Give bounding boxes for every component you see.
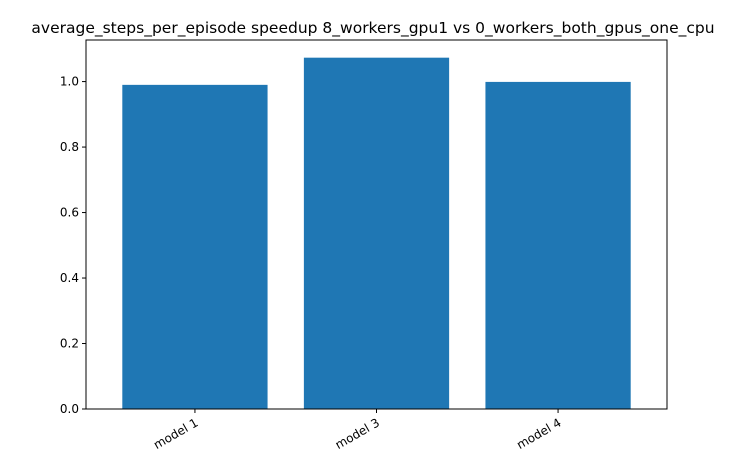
x-tick-label: model 1 — [151, 415, 200, 452]
x-tick-label: model 3 — [333, 415, 382, 452]
bar-model-3 — [303, 57, 450, 410]
y-tick-label: 0.6 — [60, 206, 79, 220]
bars-layer — [122, 57, 631, 410]
chart-title: average_steps_per_episode speedup 8_work… — [31, 19, 714, 38]
y-tick-label: 1.0 — [60, 75, 79, 89]
y-axis: 0.0 0.2 0.4 0.6 0.8 1.0 — [60, 75, 86, 416]
y-tick-label: 0.8 — [60, 140, 79, 154]
x-tick-label: model 4 — [514, 415, 563, 452]
x-axis: model 1 model 3 model 4 — [151, 409, 564, 452]
y-tick-label: 0.4 — [60, 271, 79, 285]
bar-model-4 — [485, 81, 631, 409]
y-tick-label: 0.0 — [60, 402, 79, 416]
bar-model-1 — [122, 84, 268, 410]
y-tick-label: 0.2 — [60, 337, 79, 351]
